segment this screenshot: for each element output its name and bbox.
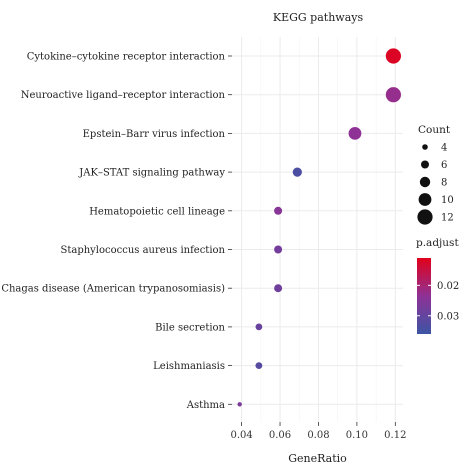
category-label: Epstein–Barr virus infection <box>83 129 226 140</box>
grid <box>232 37 403 422</box>
category-label: JAK–STAT signaling pathway <box>78 168 225 179</box>
count-legend-dot <box>421 160 429 169</box>
count-legend-label: 6 <box>441 160 447 171</box>
data-point <box>385 87 401 103</box>
x-axis-label: GeneRatio <box>288 452 347 465</box>
count-legend-label: 4 <box>441 143 447 154</box>
category-label: Staphylococcus aureus infection <box>60 245 225 256</box>
data-point <box>255 323 263 331</box>
x-tick-label: 0.06 <box>269 430 291 441</box>
colorbar-tick-label: 0.02 <box>437 281 459 292</box>
data-point <box>237 402 242 407</box>
count-legend-dot <box>419 176 431 188</box>
count-legend-dot <box>418 193 432 206</box>
data-point <box>274 245 283 254</box>
category-label: Bile secretion <box>155 322 225 333</box>
count-legend-title: Count <box>418 124 451 136</box>
category-label: Cytokine–cytokine receptor interaction <box>27 52 226 63</box>
count-legend: Count 4 6 8 10 12 <box>417 124 454 225</box>
data-point <box>292 167 302 177</box>
category-label: Hematopoietic cell lineage <box>89 206 225 217</box>
p-adjust-colorbar <box>417 258 431 334</box>
category-label: Asthma <box>186 400 225 411</box>
category-labels: Cytokine–cytokine receptor interaction Ne… <box>1 52 232 411</box>
x-tick-label: 0.04 <box>230 430 252 441</box>
category-label: Leishmaniasis <box>153 361 225 372</box>
count-legend-label: 8 <box>441 178 447 189</box>
colorbar-tick-label: 0.03 <box>437 311 459 322</box>
count-legend-dot <box>417 209 433 225</box>
x-axis: 0.04 0.06 0.08 0.10 0.12 <box>230 422 406 441</box>
p-adjust-legend: p.adjust 0.02 0.03 <box>416 237 459 334</box>
count-legend-label: 12 <box>441 213 454 224</box>
chart-title: KEGG pathways <box>273 11 364 24</box>
p-adjust-legend-title: p.adjust <box>416 237 459 249</box>
x-tick-label: 0.08 <box>307 430 329 441</box>
data-point <box>255 362 263 369</box>
count-legend-label: 10 <box>441 195 454 206</box>
count-legend-dot <box>422 144 428 150</box>
category-label: Neuroactive ligand–receptor interaction <box>21 90 226 101</box>
category-label: Chagas disease (American trypanosomiasis… <box>1 284 225 295</box>
data-point <box>274 206 283 215</box>
data-point <box>274 284 283 293</box>
data-point <box>348 126 362 140</box>
x-tick-label: 0.12 <box>384 430 406 441</box>
points-layer <box>237 48 401 407</box>
data-point <box>385 48 401 64</box>
x-tick-label: 0.10 <box>346 430 368 441</box>
